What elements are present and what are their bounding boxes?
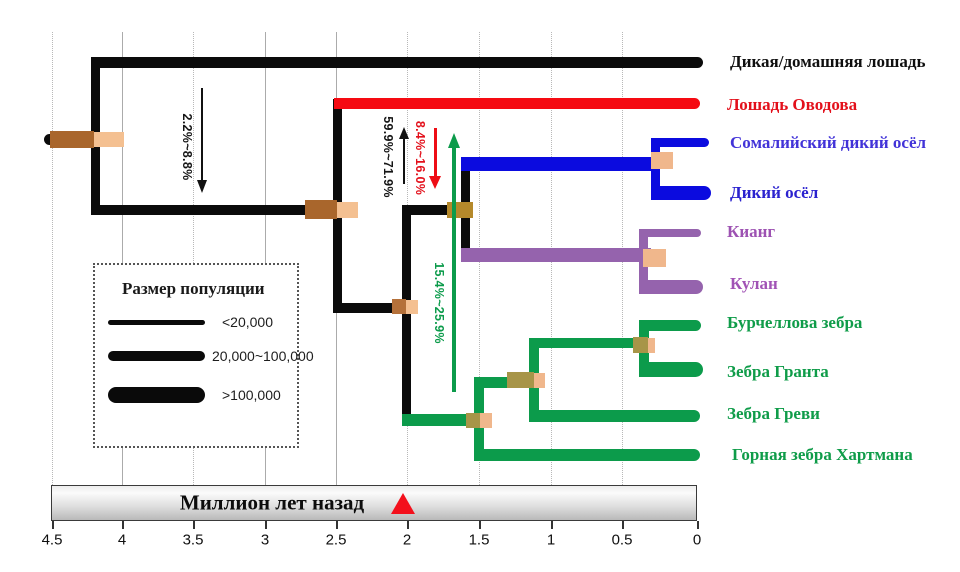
branch-zebra-stem bbox=[402, 414, 482, 426]
gene-flow-label: 59.9%~71.9% bbox=[381, 116, 395, 198]
species-label: Дикий осёл bbox=[730, 183, 819, 202]
axis-tick bbox=[122, 521, 124, 529]
branch-zebra-stem-3 bbox=[529, 338, 651, 348]
gene-flow-label: 15.4%~25.9% bbox=[432, 262, 446, 344]
gene-flow-arrow-1-head bbox=[196, 180, 207, 193]
axis-tick bbox=[622, 521, 624, 529]
admixture-caballine-brown bbox=[305, 200, 337, 219]
branch-grevy-zebra-branch bbox=[529, 410, 700, 422]
legend-item-label: <20,000 bbox=[222, 314, 273, 330]
gene-flow-label: 8.4%~16.0% bbox=[413, 120, 427, 196]
species-label: Дикая/домашняя лошадь bbox=[730, 52, 926, 71]
legend-line bbox=[108, 387, 205, 403]
species-label: Бурчеллова зебра bbox=[727, 313, 863, 332]
gene-flow-arrow-3-head bbox=[429, 176, 441, 189]
admixture-caballine-peach bbox=[337, 202, 358, 218]
admixture-zebra2-peach bbox=[534, 373, 545, 388]
gene-flow-arrow-4-head bbox=[447, 133, 460, 148]
branch-wild-ass-branch bbox=[651, 186, 711, 200]
axis-tick-label: 3.5 bbox=[182, 531, 204, 549]
admixture-asiatic-ass-peach bbox=[643, 249, 666, 267]
admixture-root-peach bbox=[94, 132, 124, 147]
admixture-stem2-peach bbox=[406, 300, 418, 314]
axis-tick-label: 0 bbox=[692, 531, 702, 549]
gene-flow-arrow-2-shaft bbox=[402, 137, 406, 184]
gridline bbox=[122, 32, 123, 485]
gene-flow-label: 2.2%~8.8% bbox=[180, 113, 194, 181]
admixture-stem2-brown bbox=[392, 299, 406, 314]
axis-tick bbox=[265, 521, 267, 529]
axis-tick bbox=[697, 521, 699, 529]
branch-ovodov-branch bbox=[334, 98, 700, 109]
admixture-zebra1-olive bbox=[466, 413, 480, 428]
branch-kulan-branch bbox=[639, 280, 703, 294]
gene-flow-arrow-2-head bbox=[398, 127, 409, 139]
branch-asses-zebras-vertical bbox=[402, 205, 411, 426]
axis-tick bbox=[551, 521, 553, 529]
branch-asiatic-ass-stem bbox=[461, 248, 651, 262]
axis-tick-label: 4 bbox=[117, 531, 127, 549]
branch-kiang-branch bbox=[639, 229, 701, 237]
species-label: Зебра Греви bbox=[727, 404, 820, 423]
gridline bbox=[52, 32, 53, 485]
branch-horse-branch bbox=[91, 57, 703, 68]
axis-tick bbox=[479, 521, 481, 529]
admixture-zebra3-olive bbox=[633, 337, 648, 353]
axis-tick bbox=[336, 521, 338, 529]
branch-asses-stem bbox=[402, 205, 470, 215]
species-label: Лошадь Оводова bbox=[727, 95, 858, 114]
species-label: Кианг bbox=[727, 222, 776, 241]
axis-tick-label: 4.5 bbox=[41, 531, 63, 549]
branch-caballine-split-branch bbox=[91, 205, 341, 215]
branch-stem-branch-2 bbox=[333, 303, 411, 313]
axis-tick bbox=[52, 521, 54, 529]
axis-tick-label: 3 bbox=[260, 531, 270, 549]
gridline bbox=[193, 32, 194, 485]
legend-line bbox=[108, 319, 205, 325]
species-label: Кулан bbox=[730, 274, 778, 293]
axis-tick-label: 2 bbox=[402, 531, 412, 549]
axis-tick-label: 1 bbox=[546, 531, 556, 549]
species-label: Горная зебра Хартмана bbox=[732, 445, 913, 464]
gridline bbox=[265, 32, 266, 485]
red-triangle-marker bbox=[391, 493, 415, 514]
gene-flow-arrow-4-shaft bbox=[451, 146, 457, 392]
admixture-root-brown bbox=[50, 131, 94, 148]
species-label: Зебра Гранта bbox=[727, 362, 829, 381]
axis-tick bbox=[407, 521, 409, 529]
branch-african-ass-stem bbox=[461, 157, 659, 171]
species-label: Сомалийский дикий осёл bbox=[730, 133, 927, 152]
axis-tick bbox=[193, 521, 195, 529]
legend-item-label: 20,000~100,000 bbox=[212, 348, 314, 364]
time-axis-label: Миллион лет назад bbox=[179, 490, 365, 515]
legend-line bbox=[108, 351, 205, 361]
axis-tick-label: 0.5 bbox=[611, 531, 633, 549]
admixture-zebra1-peach bbox=[480, 413, 492, 428]
branch-burchell-zebra-branch bbox=[639, 320, 701, 331]
time-axis-bar: Миллион лет назад bbox=[51, 485, 697, 521]
admixture-african-ass-peach bbox=[651, 152, 673, 169]
branch-grant-zebra-branch bbox=[639, 362, 703, 377]
admixture-zebra2-olive bbox=[507, 372, 534, 388]
axis-tick-label: 1.5 bbox=[468, 531, 490, 549]
gene-flow-arrow-1-shaft bbox=[200, 88, 204, 182]
legend-title: Размер популяции bbox=[122, 279, 265, 298]
branch-hartmann-zebra-branch bbox=[474, 449, 700, 461]
axis-tick-label: 2.5 bbox=[325, 531, 347, 549]
legend-item-label: >100,000 bbox=[222, 387, 281, 403]
gene-flow-arrow-3-shaft bbox=[433, 128, 437, 178]
admixture-zebra3-peach bbox=[648, 338, 655, 353]
branch-somali-wild-ass-branch bbox=[651, 138, 709, 147]
